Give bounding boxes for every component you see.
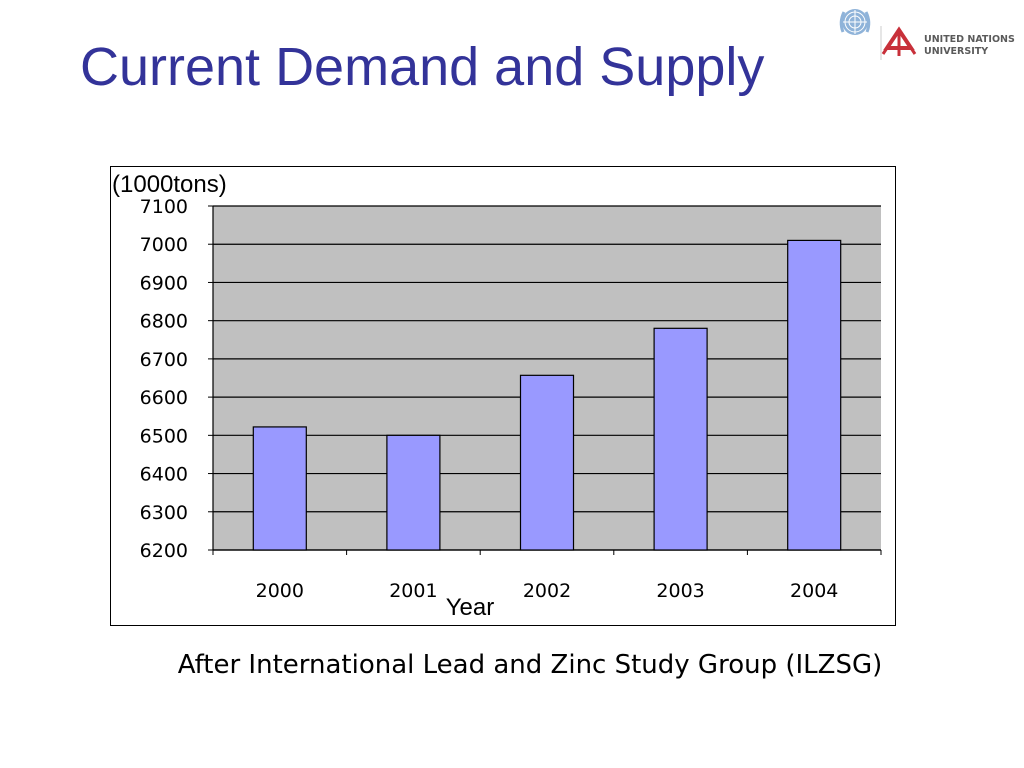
un-emblem-icon [839,9,871,35]
x-tick-label: 2003 [656,580,704,602]
source-note: After International Lead and Zinc Study … [177,650,883,680]
unu-wordmark-line2: UNIVERSITY [924,46,989,57]
y-tick-label: 6900 [140,272,188,294]
y-tick-label: 6200 [140,540,188,562]
unu-wordmark: UNITED NATIONS UNIVERSITY [924,34,1015,58]
bar-2004 [787,239,842,551]
bar-2003 [653,327,708,551]
y-tick-label: 6800 [140,311,188,333]
y-tick-label: 6300 [140,502,188,524]
x-tick-label: 2004 [790,580,838,602]
y-tick-label: 7100 [140,196,188,218]
y-tick-label: 6700 [140,349,188,371]
unu-logo: UNITED NATIONS UNIVERSITY [880,24,1024,64]
bar-2001 [386,434,441,551]
x-tick-label: 2000 [256,580,304,602]
y-tick-label: 6500 [140,425,188,447]
slide-title: Current Demand and Supply [80,37,765,97]
unu-wordmark-line1: UNITED NATIONS [924,34,1015,45]
unu-mark-icon [880,26,917,60]
y-axis-title: (1000tons) [112,171,227,198]
y-tick-label: 6400 [140,464,188,486]
bar-2000 [252,426,307,551]
x-tick-label: 2001 [389,580,437,602]
bar-2002 [519,374,575,551]
x-axis-title: Year [446,594,495,621]
x-tick-label: 2002 [523,580,571,602]
y-tick-label: 7000 [140,234,188,256]
y-tick-label: 6600 [140,387,188,409]
